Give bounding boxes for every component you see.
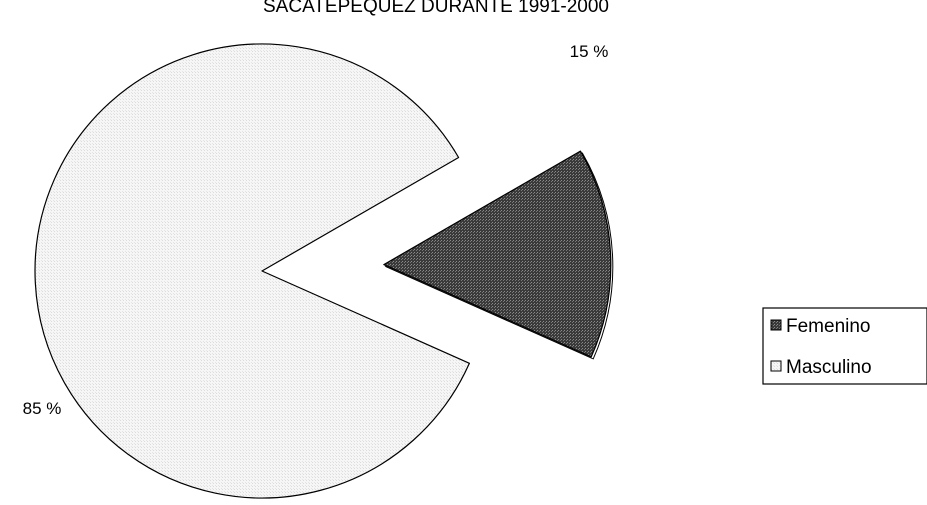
- legend-swatch-femenino: [770, 319, 782, 331]
- chart-title: SACATEPEQUEZ DURANTE 1991-2000: [263, 0, 609, 17]
- slice-label-masculino: 85 %: [23, 399, 62, 418]
- legend: Femenino Masculino: [762, 307, 927, 385]
- legend-label-femenino: Femenino: [786, 316, 871, 337]
- slice-label-femenino: 15 %: [570, 42, 609, 61]
- pie-slice-masculino: [34, 43, 470, 499]
- pie-slice-femenino: [383, 150, 612, 358]
- legend-frame: [762, 307, 927, 385]
- pie-slices: [34, 43, 614, 499]
- legend-swatch-masculino: [770, 360, 782, 372]
- legend-label-masculino: Masculino: [786, 357, 872, 378]
